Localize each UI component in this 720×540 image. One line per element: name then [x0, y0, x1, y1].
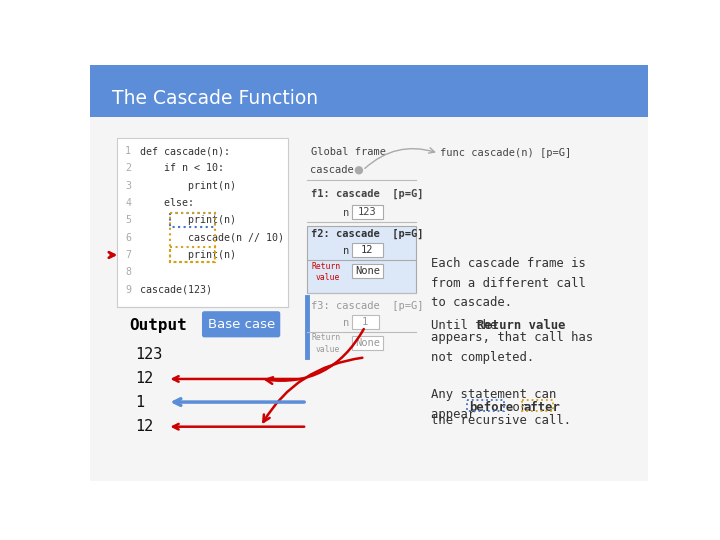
Text: 7: 7 [125, 250, 131, 260]
Text: 1: 1 [125, 146, 131, 156]
FancyBboxPatch shape [352, 336, 383, 350]
Text: 9: 9 [125, 285, 131, 295]
Text: Return
value: Return value [311, 262, 341, 282]
FancyArrowPatch shape [173, 424, 305, 429]
Text: func cascade(n) [p=G]: func cascade(n) [p=G] [441, 148, 572, 158]
Text: cascade: cascade [310, 165, 354, 176]
Text: 4: 4 [125, 198, 131, 208]
Text: print(n): print(n) [140, 250, 236, 260]
FancyBboxPatch shape [117, 138, 287, 307]
Text: The Cascade Function: The Cascade Function [112, 89, 318, 108]
FancyBboxPatch shape [352, 264, 383, 278]
Text: f1: cascade  [p=G]: f1: cascade [p=G] [311, 189, 423, 199]
Text: f2: cascade  [p=G]: f2: cascade [p=G] [311, 229, 423, 239]
Text: None: None [355, 266, 380, 276]
FancyArrowPatch shape [173, 376, 305, 382]
Text: 12: 12 [361, 245, 374, 255]
Text: 1: 1 [135, 395, 144, 409]
FancyArrowPatch shape [266, 329, 364, 384]
Text: 12: 12 [135, 419, 153, 434]
Text: cascade(n // 10): cascade(n // 10) [140, 233, 284, 242]
Text: None: None [355, 338, 380, 348]
Text: 12: 12 [135, 372, 153, 387]
Text: the recursive call.: the recursive call. [431, 414, 571, 427]
Text: else:: else: [140, 198, 194, 208]
Text: f3: cascade  [p=G]: f3: cascade [p=G] [311, 301, 423, 311]
Text: 8: 8 [125, 267, 131, 278]
FancyBboxPatch shape [352, 205, 383, 219]
Text: n: n [343, 246, 350, 256]
Text: n: n [343, 318, 350, 328]
FancyBboxPatch shape [352, 244, 383, 257]
Text: cascade(123): cascade(123) [140, 285, 212, 295]
Text: Return value: Return value [477, 319, 565, 332]
FancyBboxPatch shape [352, 315, 379, 329]
Text: print(n): print(n) [140, 215, 236, 225]
Text: Base case: Base case [207, 318, 275, 331]
Text: 6: 6 [125, 233, 131, 242]
Text: appears, that call has
not completed.: appears, that call has not completed. [431, 331, 593, 364]
FancyBboxPatch shape [307, 226, 415, 294]
Text: Until the: Until the [431, 319, 505, 332]
Text: Each cascade frame is
from a different call
to cascade.: Each cascade frame is from a different c… [431, 257, 586, 309]
FancyBboxPatch shape [202, 311, 280, 338]
Text: after: after [524, 401, 561, 414]
Circle shape [356, 167, 362, 174]
FancyArrowPatch shape [174, 399, 305, 406]
Text: Return
value: Return value [311, 334, 341, 354]
FancyBboxPatch shape [90, 65, 648, 117]
Text: Output: Output [129, 318, 186, 333]
Text: 2: 2 [125, 164, 131, 173]
Text: Any statement can
appear: Any statement can appear [431, 388, 557, 421]
Text: 3: 3 [125, 181, 131, 191]
Text: 123: 123 [135, 347, 162, 362]
Text: or: or [505, 401, 535, 414]
Text: before: before [469, 401, 513, 414]
Text: print(n): print(n) [140, 181, 236, 191]
Text: n: n [343, 208, 350, 218]
Text: def cascade(n):: def cascade(n): [140, 146, 230, 156]
Text: Global frame: Global frame [311, 147, 386, 157]
Text: 5: 5 [125, 215, 131, 225]
FancyBboxPatch shape [90, 117, 648, 481]
Text: if n < 10:: if n < 10: [140, 164, 225, 173]
Text: 123: 123 [358, 207, 377, 217]
FancyArrowPatch shape [264, 358, 362, 422]
Text: 1: 1 [362, 317, 368, 327]
